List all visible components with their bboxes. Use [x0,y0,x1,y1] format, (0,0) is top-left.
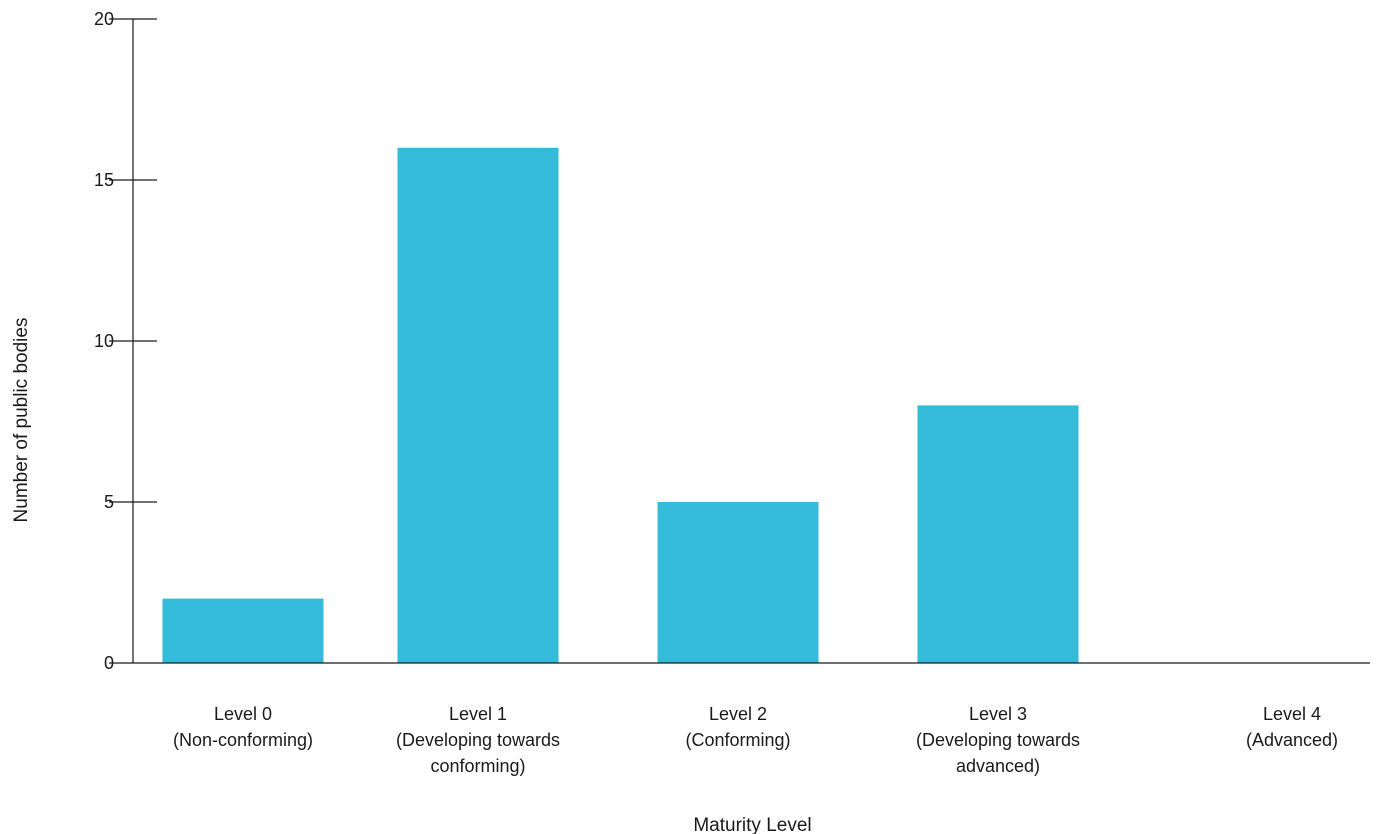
category-label-line: conforming) [430,756,525,776]
category-labels: Level 0 (Non-conforming) Level 1 (Developin… [173,704,1338,776]
bar-3 [917,405,1079,663]
category-label-line: Level 4 [1263,704,1321,724]
category-label-line: (Conforming) [685,730,790,750]
x-axis-title: Maturity Level [693,815,811,834]
category-label-line: (Non-conforming) [173,730,313,750]
category-label-line: (Developing towards [396,730,560,750]
y-tick-label-5: 5 [104,492,114,512]
category-label-line: advanced) [956,756,1040,776]
category-label-line: Level 2 [709,704,767,724]
category-label-2: Level 2 (Conforming) [685,704,790,750]
category-label-line: (Developing towards [916,730,1080,750]
y-tick-label-15: 15 [94,170,114,190]
bars-group [162,147,1079,664]
y-tick-label-10: 10 [94,331,114,351]
category-label-0: Level 0 (Non-conforming) [173,704,313,750]
category-label-line: Level 0 [214,704,272,724]
category-label-3: Level 3 (Developing towards advanced) [916,704,1080,776]
category-label-1: Level 1 (Developing towards conforming) [396,704,560,776]
y-axis-title: Number of public bodies [11,318,32,523]
bar-2 [657,502,819,663]
bar-1 [397,147,559,664]
bar-0 [162,598,324,663]
y-axis: 0 5 10 15 20 [94,9,157,673]
category-label-line: Level 1 [449,704,507,724]
y-tick-label-0: 0 [104,653,114,673]
category-label-4: Level 4 (Advanced) [1246,704,1338,750]
y-tick-label-20: 20 [94,9,114,29]
category-label-line: (Advanced) [1246,730,1338,750]
category-label-line: Level 3 [969,704,1027,724]
